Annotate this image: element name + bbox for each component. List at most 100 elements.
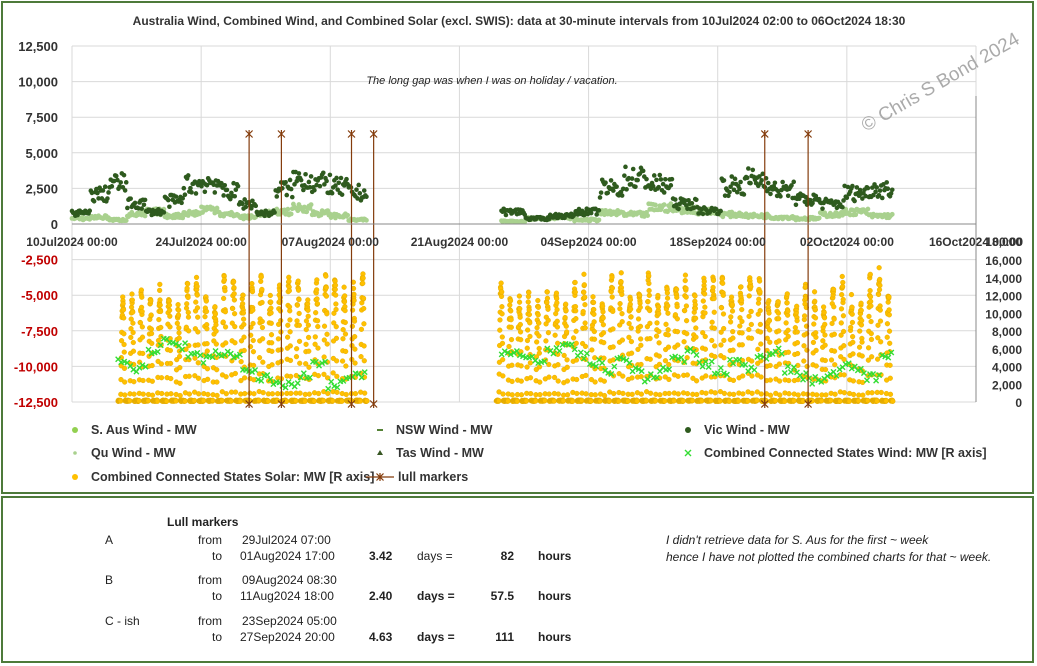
solar-point: [813, 363, 819, 369]
solar-point: [287, 308, 293, 314]
vic-wind-point: [166, 197, 171, 203]
solar-point: [352, 391, 359, 397]
solar-point: [509, 392, 515, 398]
solar-point: [536, 345, 542, 352]
solar-point: [315, 373, 321, 379]
solar-point: [886, 307, 892, 313]
solar-point: [663, 321, 669, 327]
solar-point: [822, 357, 828, 364]
solar-point: [158, 375, 165, 381]
solar-point: [524, 345, 530, 351]
solar-point: [887, 340, 893, 346]
solar-point: [841, 343, 847, 349]
solar-point: [711, 295, 717, 302]
combined-wind-point: [294, 380, 301, 387]
solar-point: [306, 391, 312, 397]
vic-wind-point: [161, 210, 167, 215]
solar-point: [130, 329, 136, 336]
solar-point: [601, 392, 608, 399]
solar-point: [324, 331, 330, 337]
solar-point: [210, 397, 216, 404]
x-tick-label: 21Aug2024 00:00: [411, 235, 509, 249]
lull-table-cell: 3.42: [369, 549, 393, 563]
solar-point: [269, 348, 275, 354]
solar-point: [293, 397, 299, 404]
solar-point: [684, 331, 690, 337]
solar-point: [533, 398, 539, 404]
vic-wind-point: [344, 176, 349, 182]
solar-point: [887, 375, 893, 381]
solar-point: [874, 398, 880, 404]
vic-wind-point: [298, 177, 304, 183]
solar-point: [546, 361, 552, 368]
solar-point: [534, 325, 540, 331]
solar-point: [708, 398, 714, 404]
solar-point: [829, 320, 835, 327]
solar-point: [710, 277, 717, 284]
vic-wind-point: [654, 177, 659, 183]
chart-frame: [1, 1, 1034, 494]
lull-table-cell: hours: [538, 549, 572, 563]
note-line-2: hence I have not plotted the combined ch…: [666, 550, 992, 564]
solar-point: [841, 390, 847, 396]
solar-point: [158, 324, 164, 331]
vic-wind-point: [356, 182, 361, 188]
solar-point: [546, 374, 552, 380]
solar-point: [868, 336, 875, 343]
solar-point: [193, 274, 200, 281]
lull-marker-point: [369, 130, 378, 138]
right-tick-label: 12,000: [985, 290, 1022, 304]
left-tick-label: 12,500: [18, 39, 58, 54]
solar-point: [562, 314, 568, 321]
solar-point: [259, 299, 265, 306]
solar-point: [849, 311, 855, 317]
solar-point: [220, 319, 226, 325]
solar-point: [581, 271, 587, 277]
solar-point: [563, 301, 569, 307]
solar-point: [592, 392, 598, 398]
vic-wind-point: [879, 195, 885, 201]
solar-point: [582, 294, 588, 300]
solar-point: [812, 315, 819, 321]
solar-point: [508, 317, 514, 323]
solar-point: [703, 390, 709, 396]
solar-point: [297, 360, 303, 366]
sa-wind-point: [865, 206, 871, 212]
solar-point: [232, 370, 238, 377]
vic-wind-point: [354, 187, 359, 192]
lull-table-cell: days =: [417, 630, 455, 644]
solar-point: [573, 340, 579, 346]
vic-wind-point: [317, 183, 323, 189]
solar-point: [738, 284, 744, 290]
solar-point: [232, 340, 238, 346]
sa-wind-point: [652, 202, 658, 208]
solar-point: [877, 318, 884, 324]
solar-point: [654, 320, 660, 326]
note-line-1: I didn't retrieve data for S. Aus for th…: [666, 533, 929, 547]
solar-point: [555, 391, 561, 397]
solar-point: [822, 366, 829, 373]
solar-point: [555, 362, 561, 368]
solar-point: [757, 289, 763, 295]
solar-point: [303, 326, 309, 333]
solar-point: [203, 298, 209, 304]
solar-point: [311, 398, 317, 404]
solar-point: [238, 338, 245, 344]
gap-annotation: The long gap was when I was on holiday /…: [366, 75, 617, 87]
legend-marker: [377, 450, 383, 455]
solar-point: [315, 318, 321, 324]
solar-point: [784, 291, 790, 297]
solar-point: [776, 361, 783, 367]
vic-wind-point: [748, 180, 753, 186]
vic-wind-point: [274, 194, 280, 199]
solar-point: [312, 334, 318, 340]
solar-point: [609, 274, 615, 280]
solar-point: [499, 311, 505, 317]
solar-point: [600, 309, 606, 315]
solar-point: [721, 355, 727, 361]
sa-wind-point: [142, 213, 148, 219]
vic-wind-point: [132, 200, 138, 206]
watermark: © Chris S Bond 2024: [858, 29, 1024, 137]
solar-point: [351, 291, 357, 297]
solar-point: [527, 360, 533, 366]
